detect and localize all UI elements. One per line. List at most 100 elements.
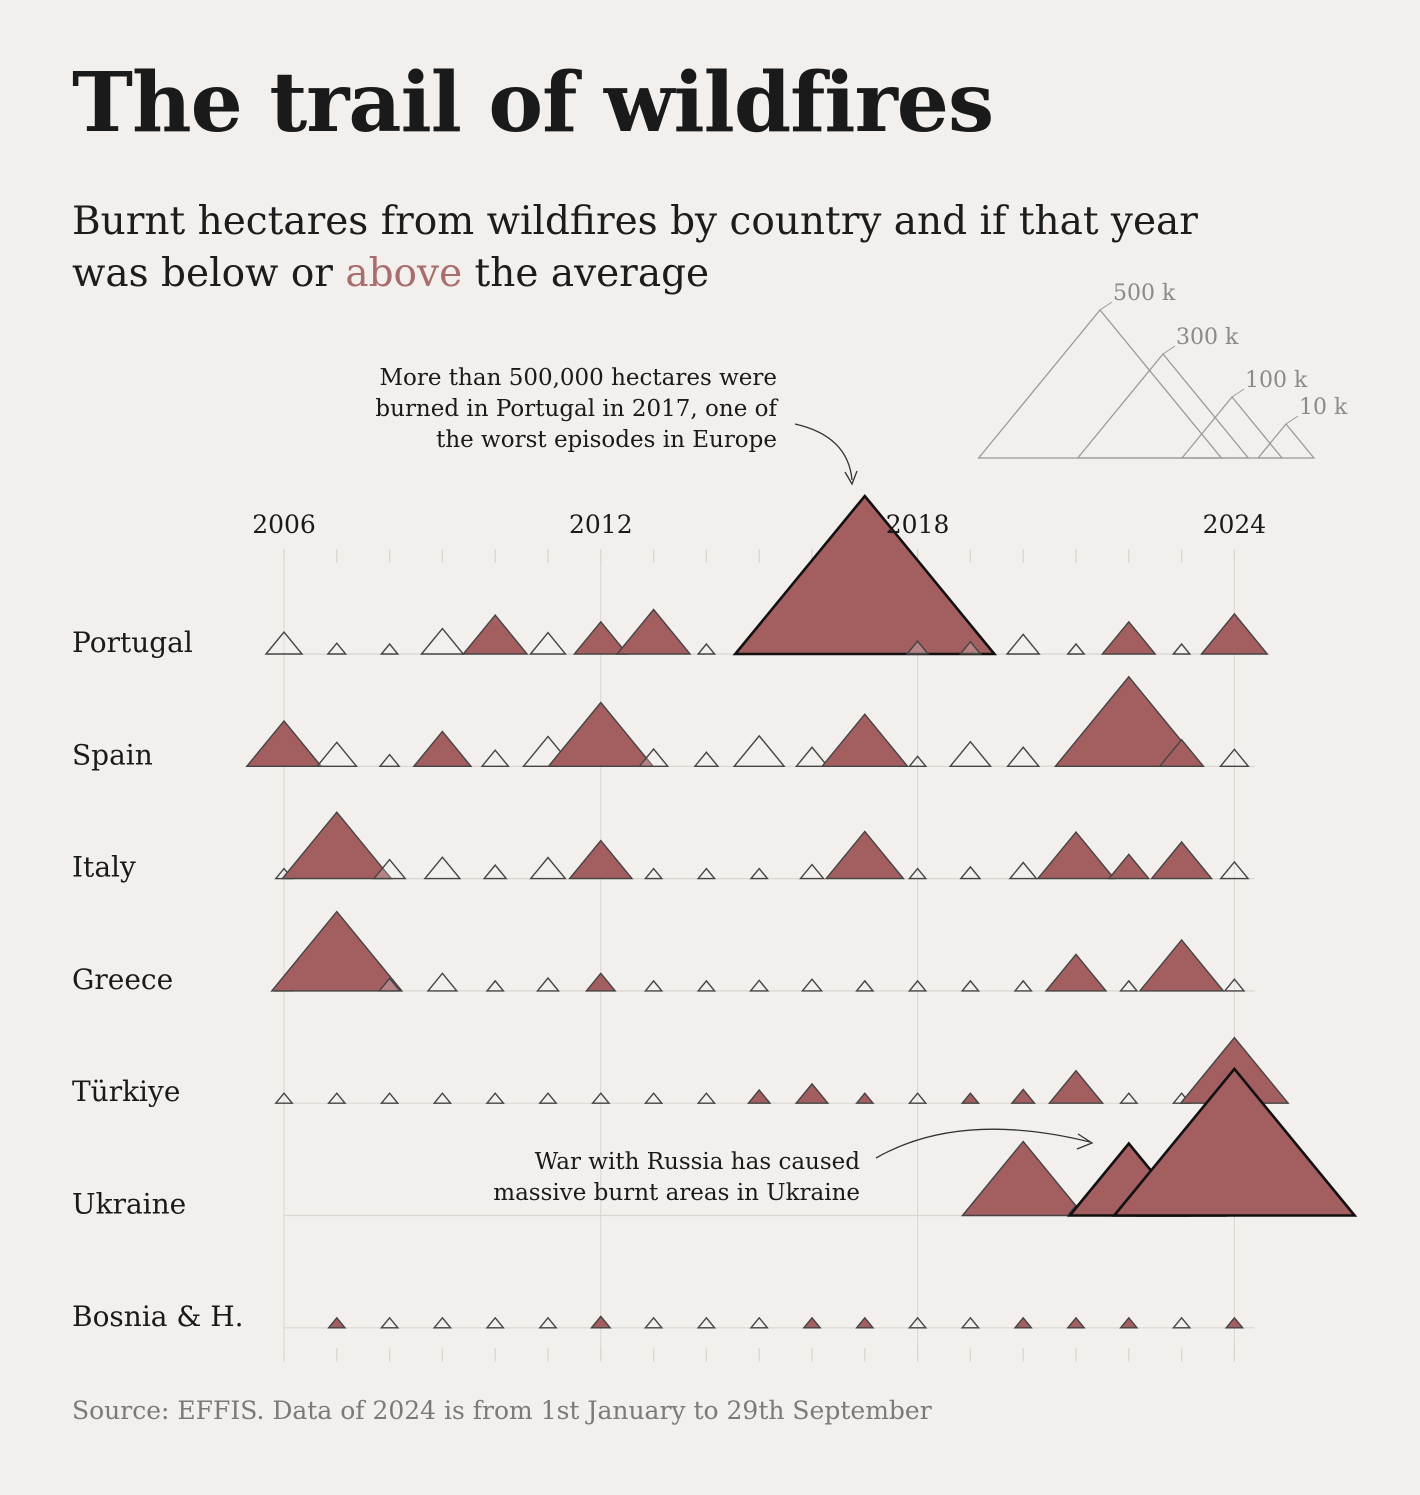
row-label: Bosnia & H. — [72, 1300, 244, 1333]
triangle-portugal-2013 — [615, 608, 692, 655]
triangle-bosnia-h--2011 — [538, 1316, 558, 1329]
triangle-italy-2018 — [907, 867, 928, 880]
triangle-italy-2022 — [1107, 853, 1151, 880]
legend-triangle-3 — [1256, 422, 1316, 459]
triangle-greece-2009 — [426, 972, 459, 992]
annotation-ukraine-line: massive burnt areas in Ukraine — [493, 1180, 860, 1206]
triangle-greece-2018 — [907, 979, 928, 992]
triangle-italy-2009 — [423, 856, 462, 880]
triangle-italy-2017 — [824, 830, 905, 880]
row-label: Portugal — [72, 626, 193, 659]
triangle-t-rkiye-2014 — [696, 1092, 717, 1104]
triangle-spain-2017 — [820, 713, 909, 767]
triangle-bosnia-h--2018 — [907, 1316, 928, 1329]
triangle-greece-2015 — [749, 979, 770, 992]
triangle-portugal-2023 — [1171, 642, 1192, 655]
triangle-spain-2016 — [794, 746, 830, 767]
subtitle-text-end: the average — [462, 251, 710, 296]
source-note: Source: EFFIS. Data of 2024 is from 1st … — [72, 1396, 932, 1425]
legend-leader-0 — [1099, 301, 1113, 311]
triangle-t-rkiye-2020 — [1010, 1088, 1036, 1104]
triangle-bosnia-h--2020 — [1013, 1316, 1033, 1329]
triangle-greece-2024 — [1223, 978, 1246, 992]
triangle-spain-2009 — [412, 730, 473, 767]
triangle-greece-2016 — [800, 978, 824, 992]
annotations-layer: More than 500,000 hectares were burned in… — [375, 365, 1094, 1206]
annotation-ukraine-arrow — [875, 1128, 1091, 1159]
triangle-t-rkiye-2008 — [379, 1092, 400, 1104]
row-label: Italy — [72, 851, 136, 884]
year-label-2018: 2018 — [886, 510, 950, 539]
subtitle-highlight-above: above — [345, 251, 463, 296]
legend-leader-1 — [1162, 345, 1176, 355]
triangle-italy-2014 — [696, 867, 717, 880]
annotation-portugal-arrow — [794, 423, 853, 481]
triangle-spain-2007 — [315, 741, 358, 767]
year-label-2024: 2024 — [1203, 510, 1267, 539]
legend-label-1: 300 k — [1176, 325, 1239, 350]
legend-triangle-1 — [1076, 352, 1250, 459]
triangle-portugal-2021 — [1066, 642, 1086, 655]
triangle-spain-2013 — [637, 747, 670, 767]
row-label: Greece — [72, 963, 173, 996]
triangle-bosnia-h--2009 — [432, 1316, 453, 1329]
annotation-ukraine-arrowhead — [1076, 1133, 1094, 1150]
triangle-greece-2010 — [485, 979, 505, 992]
legend-leader-2 — [1231, 388, 1245, 398]
triangle-greece-2020 — [1013, 979, 1033, 992]
triangle-marks — [245, 493, 1358, 1329]
triangle-italy-2024 — [1219, 860, 1250, 880]
row-label: Ukraine — [72, 1188, 186, 1221]
triangle-bosnia-h--2019 — [960, 1316, 981, 1329]
annotation-portugal-arrowhead — [844, 470, 858, 486]
triangle-spain-2015 — [732, 734, 786, 767]
triangle-italy-2016 — [799, 863, 825, 880]
triangle-italy-2012 — [568, 839, 634, 880]
annotation-portugal-line: the worst episodes in Europe — [436, 427, 777, 453]
triangle-bosnia-h--2023 — [1171, 1316, 1192, 1329]
triangle-bosnia-h--2024 — [1224, 1316, 1245, 1329]
triangle-italy-2011 — [529, 856, 567, 880]
triangle-italy-2015 — [749, 867, 769, 880]
triangle-bosnia-h--2012 — [589, 1315, 612, 1329]
triangle-portugal-2009 — [420, 627, 465, 655]
annotation-portugal-line: More than 500,000 hectares were — [379, 365, 777, 391]
triangle-portugal-2020 — [1005, 633, 1041, 655]
triangle-greece-2011 — [535, 976, 561, 992]
triangle-t-rkiye-2019 — [960, 1092, 981, 1104]
triangle-t-rkiye-2021 — [1047, 1069, 1105, 1104]
triangle-t-rkiye-2013 — [643, 1092, 664, 1104]
year-label-2006: 2006 — [252, 510, 316, 539]
triangle-bosnia-h--2015 — [749, 1316, 769, 1329]
chart-title: The trail of wildfires — [72, 55, 994, 151]
triangle-bosnia-h--2021 — [1066, 1316, 1086, 1329]
triangle-portugal-2007 — [326, 642, 348, 655]
triangle-bosnia-h--2016 — [802, 1316, 822, 1329]
triangle-t-rkiye-2016 — [794, 1082, 830, 1104]
grid-layer — [283, 549, 1255, 1362]
labels-layer: 2006 2012 2018 2024 Portugal Spain Italy Greece… — [72, 510, 1266, 1333]
triangle-bosnia-h--2010 — [485, 1316, 505, 1329]
triangle-bosnia-h--2014 — [696, 1316, 717, 1329]
triangle-italy-2007 — [280, 811, 393, 880]
triangle-t-rkiye-2017 — [855, 1092, 875, 1104]
triangle-portugal-2006 — [264, 630, 304, 655]
legend-label-3: 10 k — [1299, 395, 1348, 420]
triangle-ukraine-2020 — [961, 1140, 1086, 1217]
triangle-italy-2019 — [959, 865, 982, 880]
triangle-spain-2018 — [907, 755, 928, 767]
triangle-t-rkiye-2011 — [538, 1092, 558, 1104]
year-label-2012: 2012 — [569, 510, 633, 539]
triangle-spain-2022 — [1053, 675, 1204, 767]
annotation-ukraine-line: War with Russia has caused — [535, 1149, 861, 1175]
triangle-t-rkiye-2018 — [907, 1092, 928, 1104]
chart-subtitle: Burnt hectares from wildfires by country… — [72, 196, 1252, 300]
triangle-spain-2012 — [547, 701, 655, 767]
row-label: Türkiye — [72, 1075, 180, 1108]
legend-label-2: 100 k — [1245, 368, 1308, 393]
triangle-bosnia-h--2013 — [643, 1316, 664, 1329]
triangle-spain-2008 — [378, 753, 401, 767]
legend-leader-3 — [1285, 415, 1299, 425]
